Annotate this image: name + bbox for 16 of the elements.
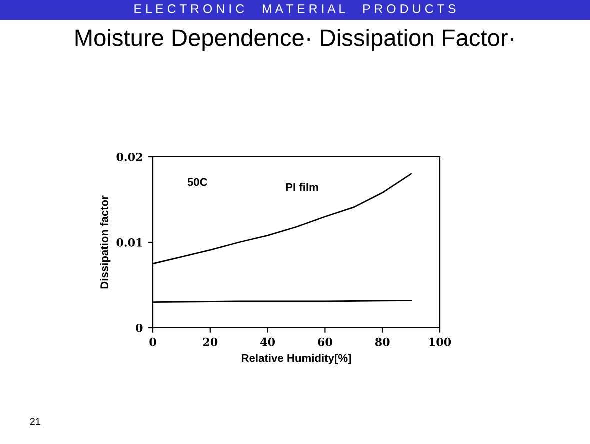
x-tick-label: 40 <box>260 338 276 346</box>
chart-title: Moisture Dependence· Dissipation Factor· <box>76 28 514 52</box>
x-tick-label: 60 <box>318 338 332 346</box>
y-tick-label: 0.01 <box>116 238 142 247</box>
chart-subtitle: E L E C T R O N I C M A T E R I A L P R O D U C T S <box>134 4 456 14</box>
y-tick-label: 0 <box>136 324 143 332</box>
x-tick-label: 20 <box>203 338 218 346</box>
text: 21 <box>30 418 40 425</box>
x-axis-title: Relative Humidity[%] <box>242 354 352 364</box>
annotation: 50C <box>188 178 208 186</box>
x-tick-label: 80 <box>375 338 390 346</box>
x-tick-label: 100 <box>430 338 452 346</box>
y-axis-title: Dissipation factor <box>100 196 111 289</box>
text: PI film <box>286 183 318 192</box>
x-tick-label: 0 <box>150 338 156 346</box>
y-tick-label: 0.02 <box>116 152 142 162</box>
